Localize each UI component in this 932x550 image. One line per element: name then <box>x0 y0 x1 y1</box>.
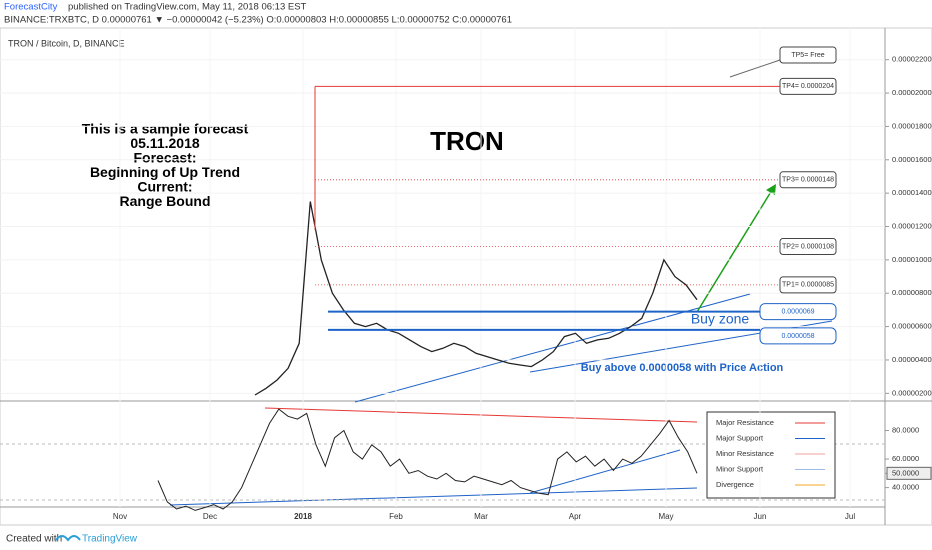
legend-label: Major Support <box>716 433 764 442</box>
headline: TRON <box>430 126 504 156</box>
brand: TradingView <box>82 534 138 545</box>
x-tick-label: 2018 <box>294 512 312 521</box>
y-tick-label: 0.00002200 <box>892 55 932 64</box>
target-box <box>779 276 837 294</box>
rsi-support <box>169 487 698 506</box>
rsi-tick-label: 50.0000 <box>892 468 919 477</box>
target-label: TP3= 0.0000148 <box>782 177 834 184</box>
y-tick-label: 0.00002000 <box>892 88 932 97</box>
y-tick-label: 0.00001200 <box>892 221 932 230</box>
x-tick-label: Dec <box>203 512 217 521</box>
note-line: This is a sample forecast <box>82 121 249 137</box>
rsi-support <box>529 449 681 494</box>
y-tick-label: 0.00000200 <box>892 388 932 397</box>
buy-zone: Buy zone <box>691 311 750 327</box>
target-box <box>779 171 837 189</box>
rsi-tick-label: 60.0000 <box>892 454 919 463</box>
target-box <box>779 77 837 95</box>
target-box <box>779 46 837 64</box>
y-tick-label: 0.00001400 <box>892 188 932 197</box>
y-tick-label: 0.00000800 <box>892 288 932 297</box>
quote: BINANCE:TRXBTC, D 0.00000761 ▼ −0.000000… <box>4 15 512 26</box>
publisher[interactable]: ForecastCity <box>4 2 58 13</box>
note-line: Beginning of Up Trend <box>90 164 240 180</box>
note-line: Forecast: <box>133 150 196 166</box>
price-line <box>254 201 698 396</box>
rsi-line <box>157 408 698 511</box>
zone-box <box>759 303 837 321</box>
x-tick-label: Nov <box>113 512 127 521</box>
target-label: TP4= 0.0000204 <box>782 83 834 90</box>
logo <box>55 535 81 542</box>
zone-label: 0.0000069 <box>781 308 814 315</box>
x-tick-label: Feb <box>389 512 403 521</box>
target-label: TP2= 0.0000108 <box>782 243 834 250</box>
note-line: Current: <box>137 179 192 195</box>
zone-box <box>759 327 837 345</box>
legend-label: Minor Resistance <box>716 449 774 458</box>
callout <box>729 59 781 78</box>
x-tick-label: Jun <box>754 512 767 521</box>
legend-label: Major Resistance <box>716 418 774 427</box>
buy-note: Buy above 0.0000058 with Price Action <box>581 362 784 374</box>
zone-label: 0.0000058 <box>781 333 814 340</box>
y-tick-label: 0.00000600 <box>892 322 932 331</box>
x-tick-label: Apr <box>569 512 582 521</box>
note-line: 05.11.2018 <box>130 135 200 151</box>
target-label: TP5= Free <box>791 52 824 59</box>
legend-label: Divergence <box>716 480 754 489</box>
arrow-head <box>766 184 776 195</box>
published: published on TradingView.com, May 11, 20… <box>68 2 307 13</box>
created: Created with <box>6 534 62 545</box>
x-tick-label: Mar <box>474 512 488 521</box>
note-line: Range Bound <box>120 193 211 209</box>
x-tick-label: May <box>658 512 673 521</box>
rsi-tick-label: 80.0000 <box>892 426 919 435</box>
y-tick-label: 0.00000400 <box>892 355 932 364</box>
legend <box>706 411 836 499</box>
y-tick-label: 0.00001600 <box>892 155 932 164</box>
y-tick-label: 0.00001000 <box>892 255 932 264</box>
target-label: TP1= 0.0000085 <box>782 282 834 289</box>
legend-label: Minor Support <box>716 464 764 473</box>
symbol: TRON / Bitcoin, D, BINANCE <box>8 38 125 48</box>
current-box <box>886 466 932 480</box>
target-box <box>779 238 837 256</box>
x-tick-label: Jul <box>845 512 855 521</box>
note: This is a sample forecast05.11.2018Forec… <box>82 121 249 210</box>
y-tick-label: 0.00001800 <box>892 121 932 130</box>
rsi-tick-label: 40.0000 <box>892 483 919 492</box>
